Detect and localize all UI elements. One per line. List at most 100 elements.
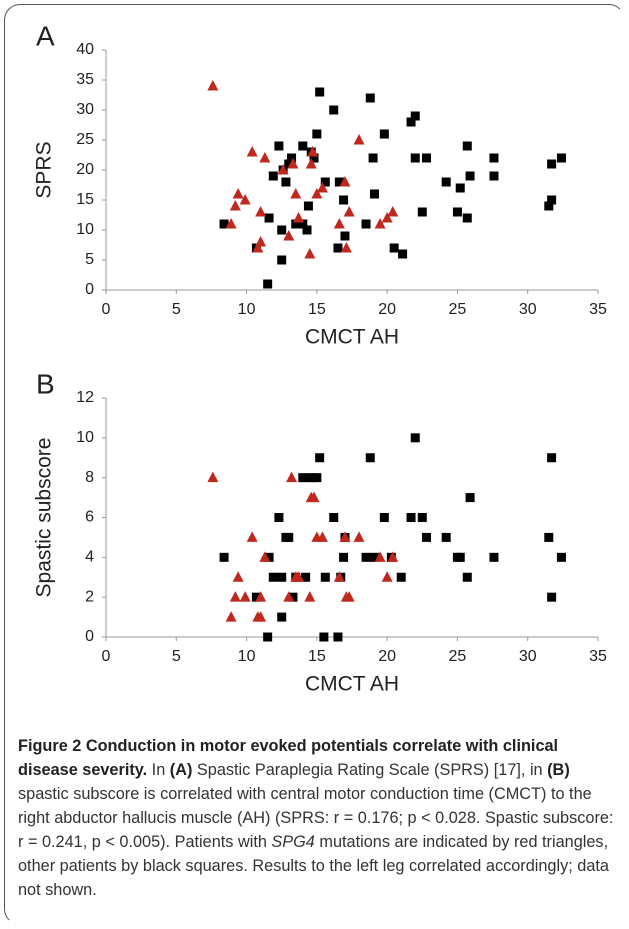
caption-text: In xyxy=(147,761,170,779)
square-point xyxy=(329,513,339,522)
square-point xyxy=(291,219,301,229)
triangle-point xyxy=(286,471,298,483)
square-point xyxy=(309,153,319,163)
triangle-point xyxy=(353,134,365,145)
square-point xyxy=(396,572,406,582)
square-point xyxy=(361,219,371,229)
square-point xyxy=(298,219,308,229)
square-point xyxy=(320,572,330,582)
triangle-point xyxy=(225,218,237,229)
square-point xyxy=(264,213,274,223)
x-tick-label: 5 xyxy=(172,648,181,665)
triangle-point xyxy=(255,611,267,622)
caption-text: SPG4 xyxy=(271,833,315,851)
square-point xyxy=(298,141,308,151)
triangle-point xyxy=(246,146,258,157)
triangle-point xyxy=(287,158,299,169)
triangle-point xyxy=(305,158,317,169)
square-point xyxy=(556,552,566,562)
square-point xyxy=(284,532,294,542)
x-tick-label: 30 xyxy=(519,648,537,665)
caption-text: Spastic Paraplegia Rating Scale (SPRS) [… xyxy=(192,761,548,779)
triangle-point xyxy=(207,80,219,91)
x-axis-label: CMCT AH xyxy=(305,326,399,349)
triangle-point xyxy=(339,176,351,187)
square-point xyxy=(422,153,432,163)
triangle-point xyxy=(229,591,241,602)
square-point xyxy=(219,219,229,229)
square-point xyxy=(489,153,499,163)
triangle-point xyxy=(283,230,295,241)
square-point xyxy=(361,552,371,562)
square-point xyxy=(312,473,322,483)
y-tick-label: 25 xyxy=(76,131,94,148)
square-point xyxy=(268,171,278,181)
x-tick-label: 10 xyxy=(238,301,256,318)
square-point xyxy=(274,513,284,522)
triangle-point xyxy=(387,206,399,217)
triangle-point xyxy=(246,531,258,542)
x-tick-label: 20 xyxy=(378,301,396,318)
square-point xyxy=(410,433,420,443)
square-point xyxy=(284,159,294,169)
square-point xyxy=(489,552,499,562)
panel-label: A xyxy=(36,20,55,51)
square-point xyxy=(422,532,432,542)
triangle-point xyxy=(333,571,345,582)
square-point xyxy=(406,513,416,522)
square-point xyxy=(303,201,313,211)
figure-frame xyxy=(4,4,625,925)
square-point xyxy=(462,141,472,151)
triangle-point xyxy=(232,571,244,582)
triangle-point xyxy=(311,188,323,199)
y-tick-label: 30 xyxy=(76,101,94,118)
y-axis-label: Spastic subscore xyxy=(33,438,56,598)
y-tick-label: 5 xyxy=(85,251,94,268)
square-point xyxy=(465,493,475,503)
square-point xyxy=(398,249,408,259)
square-point xyxy=(455,552,465,562)
square-point xyxy=(333,243,343,253)
square-point xyxy=(329,105,339,115)
square-point xyxy=(389,243,399,253)
square-point xyxy=(489,171,499,181)
square-point xyxy=(312,129,322,139)
square-point xyxy=(465,171,475,181)
triangle-point xyxy=(290,188,302,199)
y-tick-label: 35 xyxy=(76,71,94,88)
x-tick-label: 35 xyxy=(589,648,607,665)
triangle-point xyxy=(239,591,251,602)
square-point xyxy=(288,592,298,602)
square-point xyxy=(452,207,462,217)
square-point xyxy=(339,195,349,205)
square-point xyxy=(547,592,557,602)
y-tick-label: 20 xyxy=(76,161,94,178)
y-tick-label: 4 xyxy=(85,549,94,566)
triangle-point xyxy=(333,218,345,229)
y-tick-label: 0 xyxy=(85,281,94,298)
triangle-point xyxy=(353,531,365,542)
x-tick-label: 10 xyxy=(238,648,256,665)
triangle-point xyxy=(259,551,271,562)
triangle-point xyxy=(225,611,237,622)
triangle-point xyxy=(229,200,241,211)
square-point xyxy=(277,225,287,235)
square-point xyxy=(544,532,554,542)
square-point xyxy=(379,129,389,139)
y-tick-label: 2 xyxy=(85,588,94,605)
square-point xyxy=(219,552,229,562)
caption-title: Figure 2 Conduction in motor evoked pote… xyxy=(18,737,559,779)
triangle-point xyxy=(343,591,355,602)
square-point xyxy=(547,159,557,169)
triangle-point xyxy=(339,531,351,542)
x-tick-label: 20 xyxy=(378,648,396,665)
square-point xyxy=(277,572,287,582)
square-point xyxy=(263,279,273,289)
triangle-point xyxy=(387,551,399,562)
square-point xyxy=(547,195,557,205)
square-point xyxy=(544,201,554,211)
triangle-point xyxy=(307,146,319,157)
caption-text: (B) xyxy=(547,761,570,779)
square-point xyxy=(455,183,465,193)
